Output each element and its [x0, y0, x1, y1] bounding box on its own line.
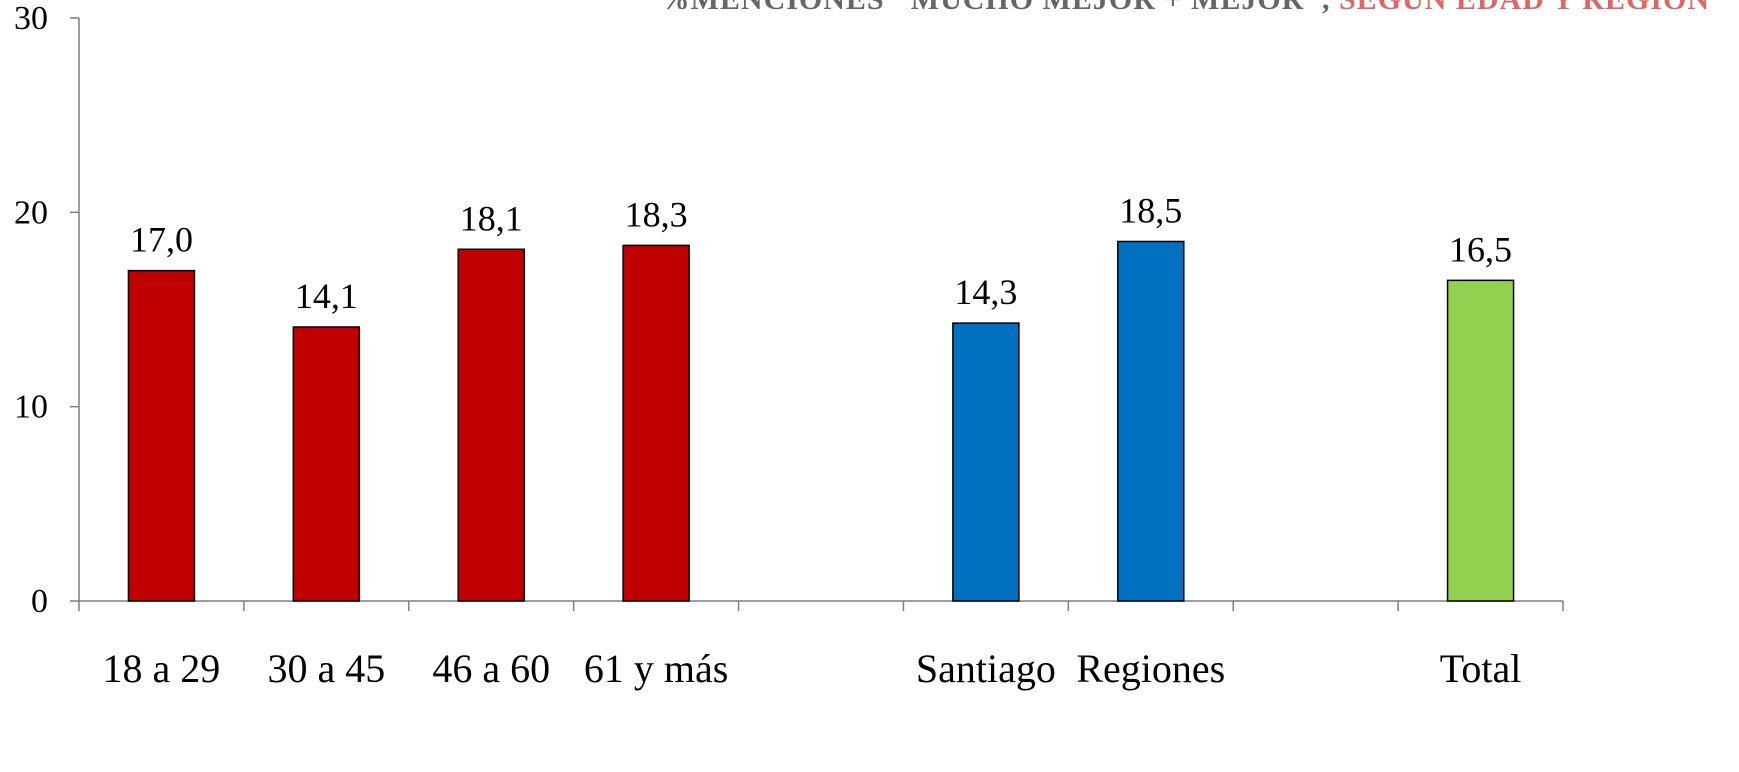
- chart-title: %MENCIONES "MUCHO MEJOR + MEJOR", SEGÚN …: [0, 0, 1710, 17]
- x-tick-label: Total: [1440, 646, 1522, 691]
- data-label: 18,5: [1119, 190, 1182, 230]
- bar: [127, 269, 196, 602]
- bar: [952, 322, 1020, 602]
- y-tick-label: 20: [14, 194, 48, 231]
- data-label: 14,3: [954, 272, 1017, 312]
- data-label: 18,3: [625, 194, 688, 234]
- x-tick-label: 18 a 29: [103, 646, 221, 691]
- y-tick-label: 10: [14, 389, 48, 426]
- y-tick-label: 0: [31, 583, 48, 620]
- bar: [1117, 240, 1185, 602]
- data-label: 14,1: [295, 276, 358, 316]
- chart-title-main: %MENCIONES "MUCHO MEJOR + MEJOR",: [660, 0, 1331, 16]
- bar: [457, 248, 525, 602]
- bar: [1446, 279, 1515, 602]
- x-tick-label: Regiones: [1076, 646, 1225, 691]
- x-tick-label: Santiago: [916, 646, 1056, 691]
- x-tick-label: 46 a 60: [432, 646, 550, 691]
- x-tick-label: 61 y más: [584, 646, 728, 691]
- chart-title-accent: SEGÚN EDAD Y REGIÓN: [1339, 0, 1710, 16]
- data-label: 18,1: [460, 198, 523, 238]
- x-tick-label: 30 a 45: [267, 646, 385, 691]
- bar: [292, 326, 361, 602]
- bar: [622, 244, 690, 602]
- data-label: 17,0: [130, 220, 193, 260]
- data-label: 16,5: [1449, 229, 1512, 269]
- y-tick-label: 30: [14, 0, 48, 37]
